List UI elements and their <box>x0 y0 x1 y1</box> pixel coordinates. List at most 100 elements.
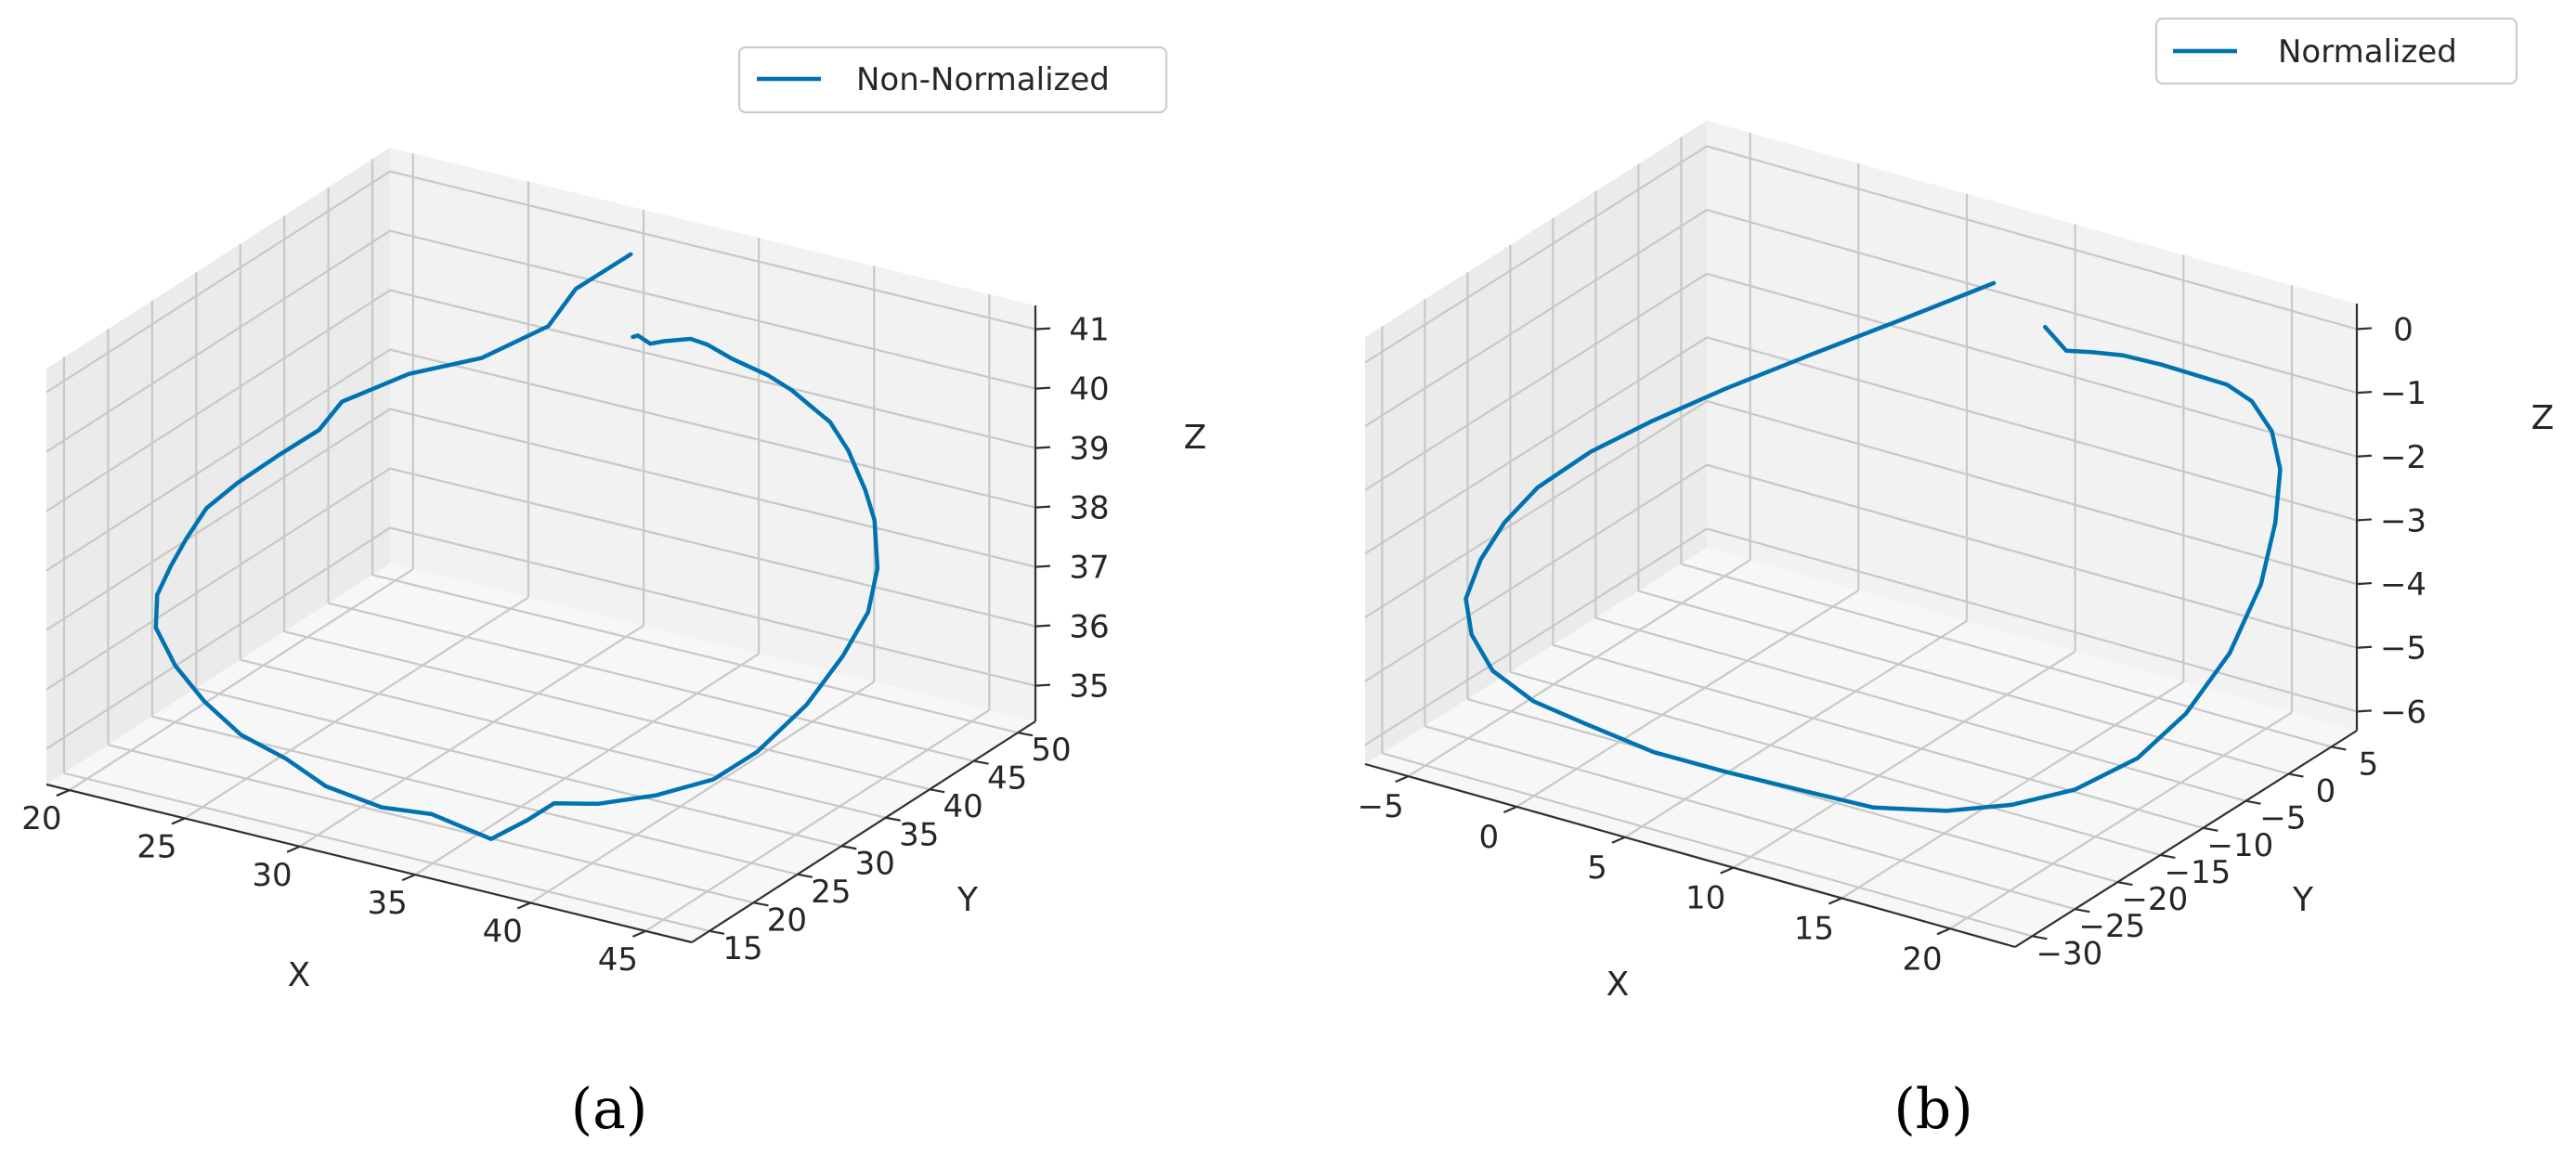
x-gridline <box>1733 650 2076 869</box>
z-gridline <box>46 467 1036 691</box>
legend-box <box>2154 17 2518 85</box>
y-gridline <box>1595 616 2246 802</box>
y-tick-label: 45 <box>987 760 1027 797</box>
z-axis-label: Z <box>1184 419 1207 457</box>
y-tick-label: 40 <box>943 788 983 825</box>
z-tick-label: −3 <box>2380 502 2426 539</box>
x-gridline <box>529 681 875 904</box>
y-gridline <box>1425 725 2075 911</box>
x-gridline <box>644 708 990 932</box>
x-tick-label: 5 <box>1587 849 1607 887</box>
x-tick-label: 45 <box>598 941 638 979</box>
x-axis-line <box>46 783 693 944</box>
y-gridline <box>1382 752 2033 938</box>
y-gridline <box>196 687 842 848</box>
side-pane <box>46 148 390 784</box>
z-gridline <box>1364 463 2358 682</box>
x-tick-mark <box>1611 836 1626 844</box>
z-gridline <box>1364 272 2358 491</box>
y-tick-mark <box>841 845 857 850</box>
y-tick-label: 20 <box>767 901 807 939</box>
z-tick-label: 0 <box>2393 311 2413 348</box>
x-tick-mark <box>516 901 531 910</box>
x-gridline <box>1949 711 2293 930</box>
series-layer <box>153 252 880 841</box>
z-tick-label: 37 <box>1069 550 1109 587</box>
z-tick-label: 35 <box>1069 668 1109 706</box>
z-tick-label: −6 <box>2380 694 2426 731</box>
legend: Non-Normalized <box>737 45 1168 114</box>
x-gridline <box>69 568 414 791</box>
x-tick-mark <box>401 874 416 882</box>
side-pane <box>1365 121 1707 764</box>
y-tick-label: −30 <box>2036 935 2103 972</box>
y-gridline <box>240 658 886 819</box>
z-tick-label: −4 <box>2380 566 2426 603</box>
z-gridline <box>46 526 1036 750</box>
z-tick-label: −1 <box>2380 375 2426 412</box>
z-tick-mark <box>2356 391 2373 395</box>
x-tick-label: 0 <box>1479 819 1500 856</box>
z-tick-label: 38 <box>1069 490 1109 527</box>
series-line <box>153 252 880 841</box>
x-gridline <box>1624 619 1968 838</box>
z-tick-mark <box>1034 624 1051 628</box>
z-tick-label: 41 <box>1069 312 1109 349</box>
back-pane <box>1707 121 2357 731</box>
z-gridline <box>46 289 1036 512</box>
z-gridline <box>1364 336 2358 555</box>
y-gridline <box>283 630 930 791</box>
y-tick-mark <box>753 901 769 907</box>
x-tick-mark <box>1395 775 1410 784</box>
y-tick-mark <box>2245 799 2261 805</box>
y-tick-label: 35 <box>899 817 939 854</box>
x-gridline <box>184 596 529 820</box>
y-gridline <box>1467 698 2118 884</box>
z-gridline <box>1364 527 2358 746</box>
y-tick-label: 50 <box>1031 732 1071 769</box>
y-gridline <box>1510 670 2161 857</box>
y-tick-mark <box>2075 908 2090 914</box>
series-line <box>1464 280 2283 813</box>
x-tick-mark <box>171 817 186 825</box>
z-tick-mark <box>1034 386 1051 390</box>
z-tick-mark <box>1034 683 1051 687</box>
z-tick-mark <box>2356 454 2373 458</box>
y-tick-mark <box>2331 746 2347 751</box>
y-tick-label: 30 <box>855 845 895 882</box>
z-gridline <box>46 408 1036 631</box>
x-tick-label: 35 <box>368 885 408 922</box>
z-axis-label: Z <box>2531 399 2555 437</box>
z-tick-label: 36 <box>1069 609 1109 646</box>
y-tick-mark <box>2117 881 2133 887</box>
x-tick-mark <box>1936 927 1951 936</box>
z-gridline <box>46 348 1036 572</box>
y-tick-mark <box>797 873 813 878</box>
series-layer <box>1464 280 2283 813</box>
legend-box <box>737 45 1168 114</box>
y-gridline <box>63 771 710 932</box>
x-tick-label: 40 <box>483 914 523 951</box>
y-tick-mark <box>2160 853 2176 860</box>
x-tick-label: 10 <box>1685 880 1725 917</box>
x-tick-mark <box>1503 805 1517 813</box>
x-gridline <box>1841 681 2184 900</box>
y-tick-label: −15 <box>2165 854 2231 891</box>
legend: Normalized <box>2154 17 2518 85</box>
z-tick-mark <box>2356 518 2373 522</box>
y-gridline <box>1638 590 2289 775</box>
z-tick-mark <box>1034 564 1051 568</box>
z-tick-label: 40 <box>1069 371 1109 408</box>
x-tick-label: −5 <box>1358 788 1404 825</box>
z-tick-label: −5 <box>2380 630 2426 668</box>
panel-caption-a: (a) <box>571 1077 648 1142</box>
y-tick-label: 5 <box>2359 746 2379 783</box>
y-axis-label: Y <box>2292 881 2314 919</box>
x-axis-label: X <box>1607 966 1630 1004</box>
z-tick-mark <box>2356 581 2373 586</box>
panel-caption-b: (b) <box>1893 1077 1972 1142</box>
x-axis-label: X <box>288 956 311 994</box>
